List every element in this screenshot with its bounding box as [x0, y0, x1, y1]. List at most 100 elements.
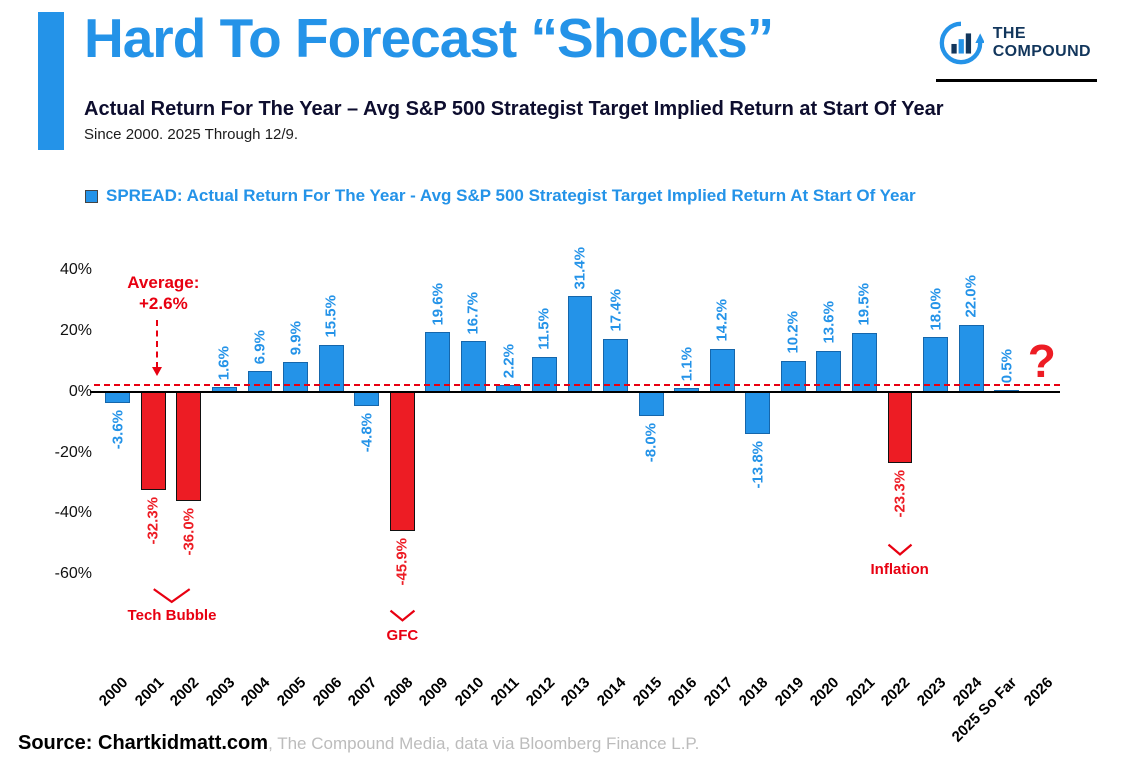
bar-value-label-2022: -23.3%: [891, 469, 909, 518]
bar-column-2010: 16.7% 2010: [452, 240, 492, 710]
x-axis-label-2009: 2009: [415, 674, 452, 710]
average-arrow-icon: [151, 320, 162, 376]
bar-2022: [887, 391, 913, 463]
gfc-bracket-icon: [390, 609, 415, 622]
x-axis-line: [90, 390, 1060, 393]
bar-column-2003: 1.6% 2003: [203, 240, 243, 710]
average-annotation: Average: +2.6%: [127, 272, 199, 315]
bar-column-2008: -45.9% 2008: [380, 240, 420, 710]
logo-line-compound: COMPOUND: [992, 43, 1091, 60]
x-axis-label-2019: 2019: [771, 674, 808, 710]
x-axis-label-2014: 2014: [593, 674, 630, 710]
x-axis-label-2004: 2004: [238, 674, 274, 710]
bar-2008: [389, 391, 415, 532]
x-axis-label-2012: 2012: [522, 674, 559, 710]
bar-value-label-2019: 10.2%: [784, 311, 802, 354]
bar-value-label-2023: 18.0%: [927, 287, 945, 331]
x-axis-label-2013: 2013: [558, 674, 594, 710]
bar-2012: [531, 356, 557, 392]
bar-column-2017: 14.2% 2017: [700, 240, 740, 709]
bar-value-label-2008: -45.9%: [393, 538, 411, 586]
x-axis-label-2007: 2007: [344, 674, 381, 710]
bar-value-label-2013: 31.4%: [571, 246, 589, 290]
bar-value-label-2020: 13.6%: [820, 300, 838, 344]
bar-2001: [140, 391, 166, 490]
bar-column-2004: 6.9% 2004: [238, 240, 278, 710]
bar-2021: [851, 332, 877, 392]
x-axis-label-2001: 2001: [131, 674, 168, 710]
bar-value-label-2002: -36.0%: [180, 508, 198, 556]
x-axis-label-2015: 2015: [629, 674, 665, 710]
x-axis-label-2017: 2017: [700, 674, 737, 710]
bar-value-label-2016: 1.1%: [678, 347, 696, 382]
bar-column-2013: 31.4% 2013: [558, 240, 598, 710]
x-axis-label-2020: 2020: [807, 674, 843, 710]
bar-column-2014: 17.4% 2014: [594, 240, 634, 709]
legend-swatch-icon: [85, 189, 98, 203]
x-axis-label-2018: 2018: [735, 674, 772, 710]
y-axis-labels: 40% 20% 0% -20% -40% -60%: [46, 240, 92, 665]
bar-value-label-2018: -13.8%: [749, 440, 767, 489]
average-annotation-line2: +2.6%: [139, 294, 188, 314]
x-axis-label-2011: 2011: [487, 674, 523, 710]
x-axis-label-2016: 2016: [664, 674, 701, 710]
bar-value-label-2021: 19.5%: [855, 283, 873, 326]
average-annotation-line1: Average:: [127, 273, 200, 292]
x-axis-label-2005: 2005: [273, 674, 310, 710]
bar-2009: [425, 332, 451, 392]
compound-logo-text: THE COMPOUND: [993, 25, 1091, 61]
bar-2019: [780, 360, 806, 392]
x-axis-label-2000: 2000: [95, 674, 132, 710]
bar-column-2015: -8.0% 2015: [629, 240, 669, 710]
gfc-label: GFC: [386, 627, 419, 644]
header: Hard To Forecast “Shocks” THE COMPOUND A…: [84, 7, 1097, 143]
x-axis-label-2006: 2006: [309, 674, 345, 710]
y-axis-label-40: 40%: [59, 261, 92, 279]
bar-column-2021: 19.5% 2021: [843, 240, 883, 710]
bar-value-label-2000: -3.6%: [109, 409, 127, 449]
y-axis-label--40: -40%: [54, 504, 92, 522]
source-note: , The Compound Media, data via Bloomberg…: [268, 734, 700, 753]
bar-value-label-2006: 15.5%: [322, 295, 340, 338]
y-axis-label--60: -60%: [54, 564, 92, 582]
bar-column-2012: 11.5% 2012: [523, 240, 563, 709]
x-axis-label-2002: 2002: [167, 674, 203, 710]
bar-2004: [247, 370, 273, 392]
average-dashed-line: [94, 383, 1060, 386]
y-axis-label-20: 20%: [59, 322, 92, 340]
bar-value-label-2001: -32.3%: [144, 496, 162, 545]
footer-source: Source: Chartkidmatt.com, The Compound M…: [18, 732, 699, 755]
arrow-shaft: [155, 320, 158, 368]
bar-column-2018: -13.8% 2018: [736, 240, 776, 710]
inflation-label: Inflation: [870, 561, 929, 578]
bar-value-label-2005: 9.9%: [287, 320, 305, 355]
x-axis-label-2022: 2022: [878, 674, 914, 710]
bar-value-label-2010: 16.7%: [464, 291, 482, 335]
x-axis-label-2003: 2003: [202, 674, 239, 710]
x-axis-label-2008: 2008: [380, 674, 417, 710]
bar-value-label-2004: 6.9%: [251, 329, 269, 364]
bar-column-2009: 19.6% 2009: [416, 240, 456, 710]
tech-bubble-label: Tech Bubble: [127, 607, 217, 624]
bar-value-label-2024: 22.0%: [962, 275, 980, 318]
bar-column-2007: -4.8% 2007: [345, 240, 385, 710]
chart-subnote: Since 2000. 2025 Through 12/9.: [84, 126, 299, 143]
chart-subtitle: Actual Return For The Year – Avg S&P 500…: [84, 98, 944, 120]
inflation-bracket-icon: [888, 543, 912, 556]
bar-2024: [958, 325, 984, 392]
bar-column-2006: 15.5% 2006: [309, 240, 349, 709]
bar-column-2002: -36.0% 2002: [167, 240, 207, 710]
bar-column-2016: 1.1% 2016: [665, 240, 705, 709]
bar-value-label-2015: -8.0%: [642, 423, 660, 463]
page-title: Hard To Forecast “Shocks”: [84, 7, 774, 69]
bar-2002: [176, 391, 202, 502]
x-axis-label-2026: 2026: [1020, 674, 1057, 710]
title-accent-bar: [38, 12, 64, 150]
bar-column-2022: -23.3% 2022: [878, 240, 918, 710]
bar-value-label-2011: 2.2%: [500, 343, 518, 379]
bar-column-2023: 18.0% 2023: [914, 240, 954, 710]
bar-value-label-2009: 19.6%: [429, 282, 447, 326]
bar-value-label-2012: 11.5%: [535, 308, 553, 350]
bar-column-2024: 22.0% 2024: [949, 240, 989, 709]
x-axis-label-2021: 2021: [842, 674, 879, 710]
